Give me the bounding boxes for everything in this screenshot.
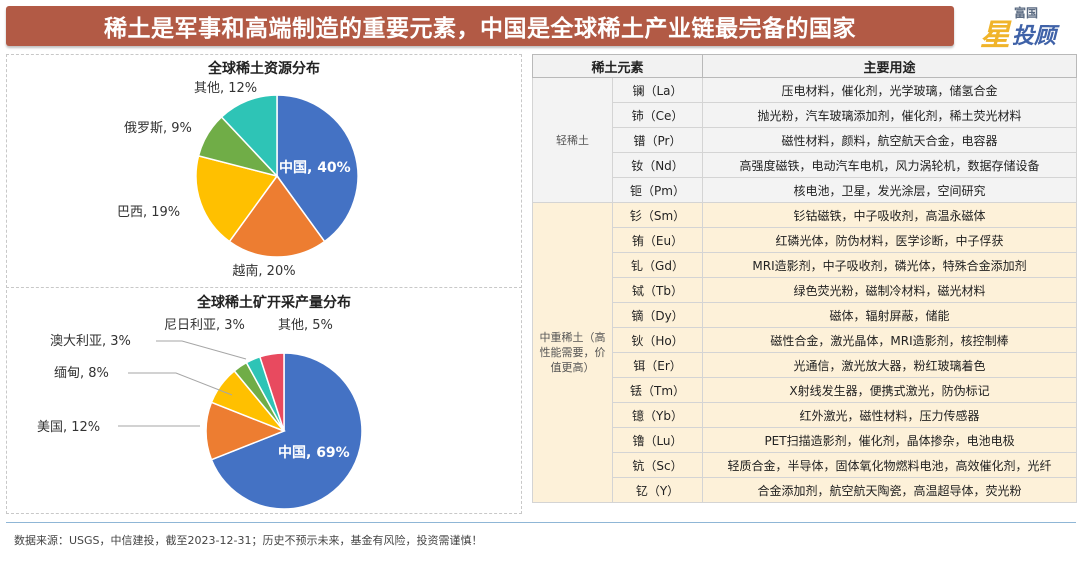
slice-label: 其他, 12% — [194, 81, 257, 96]
use-cell: 磁体，辐射屏蔽，储能 — [702, 302, 1078, 328]
use-cell: 核电池，卫星，发光涂层，空间研究 — [702, 177, 1078, 203]
use-cell: 高强度磁铁，电动汽车电机，风力涡轮机，数据存储设备 — [702, 152, 1078, 178]
table-row: 镝（Dy） 磁体，辐射屏蔽，储能 — [533, 302, 1078, 328]
source-footnote: 数据来源：USGS，中信建投，截至2023-12-31；历史不预示未来，基金有风… — [14, 534, 483, 547]
table-row: 铒（Er） 光通信，激光放大器，粉红玻璃着色 — [533, 352, 1078, 378]
element-cell: 钆（Gd） — [611, 252, 704, 278]
pie-slice — [210, 352, 363, 510]
element-cell: 镝（Dy） — [611, 302, 704, 328]
slice-label: 中国, 40% — [279, 159, 351, 176]
slice-label: 中国, 69% — [278, 444, 350, 461]
table-row: 钇（Y） 合金添加剂，航空航天陶瓷，高温超导体，荧光粉 — [533, 477, 1078, 503]
use-cell: 轻质合金，半导体，固体氧化物燃料电池，高效催化剂，光纤 — [702, 452, 1078, 478]
element-cell: 铒（Er） — [611, 352, 704, 378]
chart-title: 全球稀土资源分布 — [207, 60, 320, 77]
page-title: 稀土是军事和高端制造的重要元素，中国是全球稀土产业链最完备的国家 — [104, 16, 856, 42]
use-cell: 合金添加剂，航空航天陶瓷，高温超导体，荧光粉 — [702, 477, 1078, 503]
slice-label: 其他, 5% — [278, 318, 333, 333]
slice-label: 越南, 20% — [232, 263, 295, 279]
table-row: 钪（Sc） 轻质合金，半导体，固体氧化物燃料电池，高效催化剂，光纤 — [533, 452, 1078, 478]
use-cell: 钐钴磁铁，中子吸收剂，高温永磁体 — [702, 202, 1078, 228]
slice-label: 缅甸, 8% — [54, 366, 109, 381]
brand-logo: 星 富国 投顾 — [966, 2, 1076, 53]
group-label: 轻稀土 — [532, 77, 613, 203]
table-row: 钆（Gd） MRI造影剂，中子吸收剂，磷光体，特殊合金添加剂 — [533, 252, 1078, 278]
element-cell: 钇（Y） — [611, 477, 704, 503]
title-banner: 稀土是军事和高端制造的重要元素，中国是全球稀土产业链最完备的国家 — [6, 6, 954, 46]
table-row: 镥（Lu） PET扫描造影剂，催化剂，晶体掺杂，电池电极 — [533, 427, 1078, 453]
element-cell: 铥（Tm） — [611, 377, 704, 403]
element-cell: 镥（Lu） — [611, 427, 704, 453]
table-row: 铕（Eu） 红磷光体，防伪材料，医学诊断，中子俘获 — [533, 227, 1078, 253]
slice-label: 巴西, 19% — [117, 205, 180, 220]
table-row: 钕（Nd） 高强度磁铁，电动汽车电机，风力涡轮机，数据存储设备 — [533, 152, 1078, 178]
table-row: 轻稀土 镧（La） 压电材料，催化剂，光学玻璃，储氢合金 — [532, 77, 1078, 203]
element-cell: 钬（Ho） — [611, 327, 704, 353]
pie-slice — [220, 94, 278, 178]
element-cell: 镧（La） — [611, 77, 704, 103]
table-row: 钬（Ho） 磁性合金，激光晶体，MRI造影剂，核控制棒 — [533, 327, 1078, 353]
leader-line — [156, 340, 247, 360]
rare-earth-table: 稀土元素 主要用途 轻稀土 镧（La） 压电材料，催化剂，光学玻璃，储氢合金 铈（Ce… — [531, 54, 1078, 503]
use-cell: 绿色荧光粉，磁制冷材料，磁光材料 — [702, 277, 1078, 303]
table-row: 镨（Pr） 磁性材料，颜料，航空航天合金，电容器 — [533, 127, 1078, 153]
element-cell: 镱（Yb） — [611, 402, 704, 428]
slice-label: 尼日利亚, 3% — [164, 318, 245, 333]
table-row: 钷（Pm） 核电池，卫星，发光涂层，空间研究 — [533, 177, 1078, 203]
element-cell: 铽（Tb） — [611, 277, 704, 303]
use-cell: MRI造影剂，中子吸收剂，磷光体，特殊合金添加剂 — [702, 252, 1078, 278]
header-use: 主要用途 — [702, 54, 1078, 78]
logo-star-text: 星 — [980, 18, 1010, 53]
use-cell: 压电材料，催化剂，光学玻璃，储氢合金 — [702, 77, 1078, 103]
element-cell: 钕（Nd） — [611, 152, 704, 178]
logo-brand-text: 投顾 — [1012, 24, 1057, 49]
slice-label: 俄罗斯, 9% — [124, 121, 192, 136]
element-cell: 铈（Ce） — [611, 102, 704, 128]
table-row: 镱（Yb） 红外激光，磁性材料，压力传感器 — [533, 402, 1078, 428]
use-cell: 红外激光，磁性材料，压力传感器 — [702, 402, 1078, 428]
use-cell: 磁性合金，激光晶体，MRI造影剂，核控制棒 — [702, 327, 1078, 353]
use-cell: 光通信，激光放大器，粉红玻璃着色 — [702, 352, 1078, 378]
chart-title: 全球稀土矿开采产量分布 — [196, 294, 351, 311]
group-label: 中重稀土（高性能需要，价值更高） — [532, 202, 613, 503]
element-cell: 铕（Eu） — [611, 227, 704, 253]
slice-label: 美国, 12% — [37, 420, 100, 435]
header-element: 稀土元素 — [531, 54, 704, 78]
use-cell: 磁性材料，颜料，航空航天合金，电容器 — [702, 127, 1078, 153]
logo-top-text: 富国 — [1014, 6, 1039, 20]
footer-divider — [6, 522, 1076, 523]
element-cell: 钷（Pm） — [611, 177, 704, 203]
pie-slice — [258, 352, 285, 432]
table-row: 中重稀土（高性能需要，价值更高） 钐（Sm） 钐钴磁铁，中子吸收剂，高温永磁体 — [532, 202, 1078, 503]
element-cell: 钐（Sm） — [611, 202, 704, 228]
use-cell: 抛光粉，汽车玻璃添加剂，催化剂，稀土荧光材料 — [702, 102, 1078, 128]
charts-divider — [6, 287, 522, 288]
use-cell: 红磷光体，防伪材料，医学诊断，中子俘获 — [702, 227, 1078, 253]
element-cell: 钪（Sc） — [611, 452, 704, 478]
use-cell: PET扫描造影剂，催化剂，晶体掺杂，电池电极 — [702, 427, 1078, 453]
table-row: 铥（Tm） X射线发生器，便携式激光，防伪标记 — [533, 377, 1078, 403]
use-cell: X射线发生器，便携式激光，防伪标记 — [702, 377, 1078, 403]
slice-label: 澳大利亚, 3% — [50, 333, 131, 349]
pie-slice — [276, 94, 359, 243]
pie-slice — [228, 174, 326, 258]
table-row: 铈（Ce） 抛光粉，汽车玻璃添加剂，催化剂，稀土荧光材料 — [533, 102, 1078, 128]
table-row: 铽（Tb） 绿色荧光粉，磁制冷材料，磁光材料 — [533, 277, 1078, 303]
leader-line — [128, 372, 233, 396]
pie-slice — [195, 154, 279, 243]
element-cell: 镨（Pr） — [611, 127, 704, 153]
